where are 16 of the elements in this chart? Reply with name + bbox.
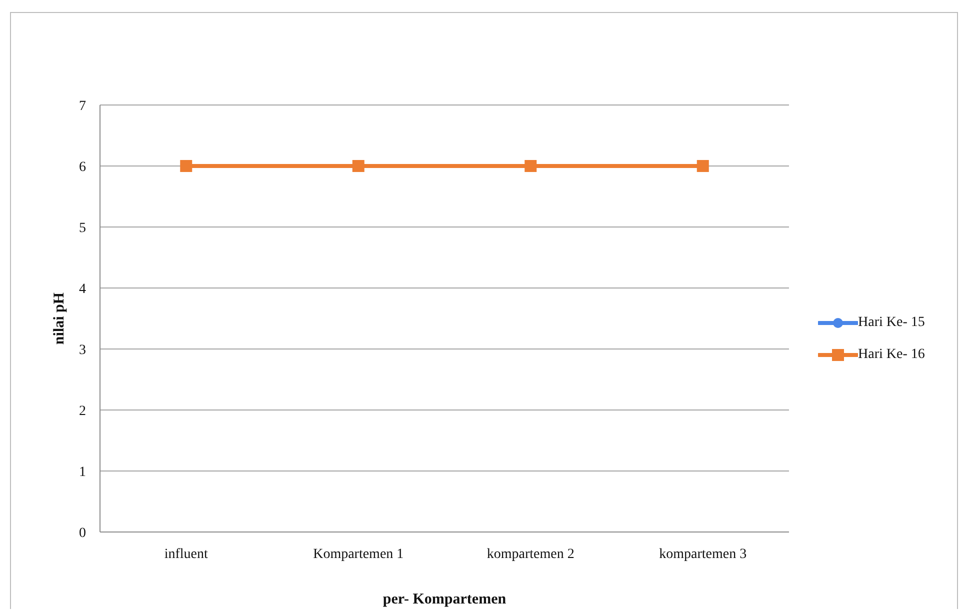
legend-label: Hari Ke- 15	[858, 314, 925, 330]
x-tick-label: kompartemen 3	[659, 546, 747, 562]
legend-label: Hari Ke- 16	[858, 346, 925, 362]
y-tick-label: 0	[79, 526, 86, 541]
y-tick-label: 7	[79, 98, 86, 114]
y-tick-label: 1	[79, 464, 86, 480]
x-tick-label: influent	[164, 546, 208, 562]
y-tick-label: 3	[79, 342, 86, 358]
y-tick-label: 2	[79, 404, 86, 419]
x-tick-label: kompartemen 2	[486, 546, 574, 562]
x-axis-title: per- Kompartemen	[382, 591, 507, 608]
y-tick-label: 4	[79, 282, 86, 297]
y-tick-label: 5	[79, 220, 86, 236]
y-tick-label: 6	[79, 160, 86, 175]
y-axis-title: nilai pH	[51, 292, 68, 345]
x-tick-label: Kompartemen 1	[313, 546, 404, 562]
